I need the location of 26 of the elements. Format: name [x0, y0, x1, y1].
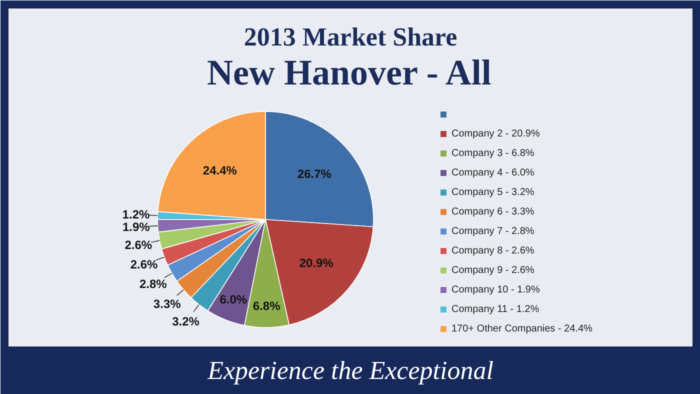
data-label: 1.2% — [122, 208, 150, 222]
data-label: 1.9% — [122, 220, 150, 234]
text: Experience the Exceptional — [206, 356, 494, 385]
data-label: 2.8% — [139, 277, 168, 292]
legend-label: Company 6 - 3.3% — [452, 206, 534, 218]
legend-label: Company 10 - 1.9% — [452, 284, 540, 296]
legend-label: 170+ Other Companies - 24.4% — [452, 324, 593, 334]
legend-label: Company 5 - 3.2% — [452, 187, 534, 198]
data-label: 3.2% — [172, 314, 200, 329]
data-label: 20.9% — [299, 256, 334, 270]
legend-label: Company 9 - 2.6% — [452, 265, 534, 276]
data-label: 2.6% — [124, 238, 152, 252]
legend-label: Company 2 - 20.9% — [452, 128, 540, 140]
data-label: 2.6% — [130, 258, 158, 272]
legend-label: Company 4 - 6.0% — [452, 168, 534, 178]
chart-subtitle: New Hanover - All — [207, 52, 492, 92]
chart-title: 2013 Market Share — [244, 22, 458, 52]
data-label: 3.3% — [153, 296, 182, 311]
data-label: 24.4% — [202, 163, 238, 178]
legend-label: Company 3 - 6.8% — [452, 148, 534, 159]
legend-label: Company 7 - 2.8% — [452, 226, 534, 237]
legend-label: Company 8 - 2.6% — [452, 246, 534, 256]
data-label: 26.7% — [297, 166, 332, 181]
data-label: 6.0% — [220, 292, 248, 307]
legend-label: Company 11 - 1.2% — [452, 304, 540, 315]
data-label: 6.8% — [252, 298, 281, 313]
